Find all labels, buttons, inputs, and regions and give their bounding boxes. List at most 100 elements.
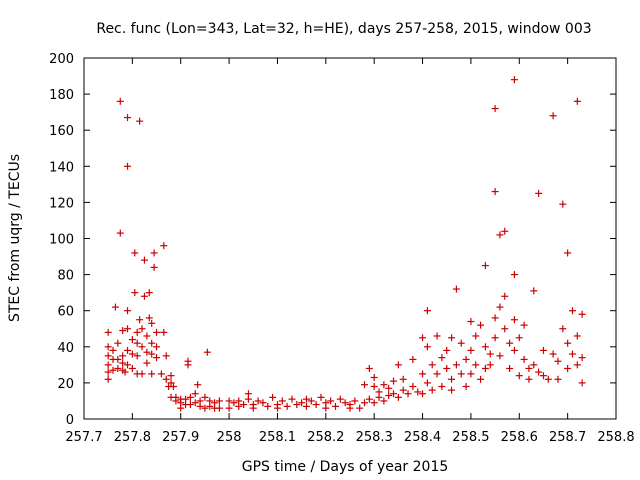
data-point-marker — [496, 231, 504, 239]
y-tick-label: 120 — [49, 196, 74, 211]
data-point-marker — [160, 242, 168, 250]
data-point-marker — [525, 364, 533, 372]
data-point-marker — [140, 256, 148, 264]
data-point-marker — [153, 354, 161, 362]
data-point-marker — [133, 339, 141, 347]
y-tick-label: 180 — [49, 88, 74, 103]
data-point-marker — [157, 370, 165, 378]
x-tick-label: 258.3 — [356, 430, 393, 445]
data-point-marker — [496, 352, 504, 360]
data-point-marker — [169, 383, 177, 391]
data-point-marker — [240, 401, 248, 409]
y-tick-label: 80 — [57, 269, 74, 284]
data-point-marker — [215, 397, 223, 405]
data-point-marker — [153, 328, 161, 336]
data-point-marker — [317, 393, 325, 401]
data-point-marker — [462, 355, 470, 363]
y-tick-label: 140 — [49, 160, 74, 175]
data-point-marker — [578, 379, 586, 387]
data-point-marker — [448, 375, 456, 383]
data-point-marker — [525, 375, 533, 383]
data-point-marker — [564, 249, 572, 257]
data-point-marker — [448, 334, 456, 342]
data-point-marker — [481, 364, 489, 372]
data-point-marker — [162, 352, 170, 360]
data-point-marker — [414, 388, 422, 396]
data-point-marker — [172, 397, 180, 405]
x-tick-label: 258.4 — [404, 430, 441, 445]
data-point-marker — [578, 310, 586, 318]
data-point-marker — [351, 397, 359, 405]
data-point-marker — [477, 375, 485, 383]
data-point-marker — [501, 227, 509, 235]
data-point-marker — [150, 249, 158, 257]
data-point-marker — [578, 354, 586, 362]
data-point-marker — [269, 393, 277, 401]
data-point-marker — [554, 357, 562, 365]
data-point-marker — [477, 321, 485, 329]
data-point-marker — [472, 361, 480, 369]
data-point-marker — [486, 350, 494, 358]
data-point-marker — [419, 370, 427, 378]
data-point-marker — [467, 318, 475, 326]
data-point-marker — [370, 399, 378, 407]
data-point-marker — [111, 303, 119, 311]
data-point-marker — [423, 343, 431, 351]
data-point-marker — [128, 350, 136, 358]
data-point-marker — [457, 339, 465, 347]
data-point-marker — [467, 346, 475, 354]
data-point-marker — [160, 328, 168, 336]
data-point-marker — [273, 404, 281, 412]
data-point-marker — [148, 319, 156, 327]
data-point-marker — [225, 404, 233, 412]
data-point-marker — [124, 361, 132, 369]
data-point-marker — [148, 370, 156, 378]
data-point-marker — [143, 332, 151, 340]
data-point-marker — [390, 390, 398, 398]
data-point-marker — [133, 352, 141, 360]
data-point-marker — [443, 364, 451, 372]
data-point-marker — [419, 334, 427, 342]
data-point-marker — [235, 402, 243, 410]
data-point-marker — [467, 370, 475, 378]
y-axis-label: STEC from uqrg / TECUs — [7, 154, 23, 322]
x-tick-label: 257.9 — [162, 430, 199, 445]
data-point-marker — [327, 397, 335, 405]
y-tick-label: 40 — [57, 341, 74, 356]
data-point-marker — [385, 384, 393, 392]
data-point-marker — [370, 373, 378, 381]
data-point-marker — [573, 332, 581, 340]
data-point-marker — [554, 375, 562, 383]
data-point-marker — [136, 117, 144, 125]
data-point-marker — [215, 404, 223, 412]
data-point-marker — [443, 346, 451, 354]
data-point-marker — [140, 292, 148, 300]
data-point-marker — [191, 390, 199, 398]
data-point-marker — [544, 375, 552, 383]
data-point-marker — [361, 381, 369, 389]
data-point-marker — [264, 402, 272, 410]
data-point-marker — [331, 402, 339, 410]
x-tick-label: 257.7 — [65, 430, 102, 445]
data-point-marker — [428, 386, 436, 394]
data-point-marker — [206, 402, 214, 410]
data-point-marker — [564, 339, 572, 347]
data-point-marker — [539, 372, 547, 380]
data-point-marker — [184, 361, 192, 369]
data-point-marker — [573, 97, 581, 105]
data-point-marker — [419, 390, 427, 398]
data-point-marker — [452, 361, 460, 369]
data-point-marker — [194, 381, 202, 389]
data-point-marker — [116, 229, 124, 237]
data-point-marker — [177, 404, 185, 412]
data-point-marker — [539, 346, 547, 354]
chart-title: Rec. func (Lon=343, Lat=32, h=HE), days … — [96, 21, 591, 37]
data-point-marker — [506, 339, 514, 347]
data-point-marker — [564, 364, 572, 372]
x-tick-label: 257.8 — [114, 430, 151, 445]
data-point-marker — [104, 328, 112, 336]
y-tick-label: 100 — [49, 233, 74, 248]
data-point-marker — [203, 348, 211, 356]
data-point-marker — [244, 390, 252, 398]
data-point-marker — [365, 364, 373, 372]
